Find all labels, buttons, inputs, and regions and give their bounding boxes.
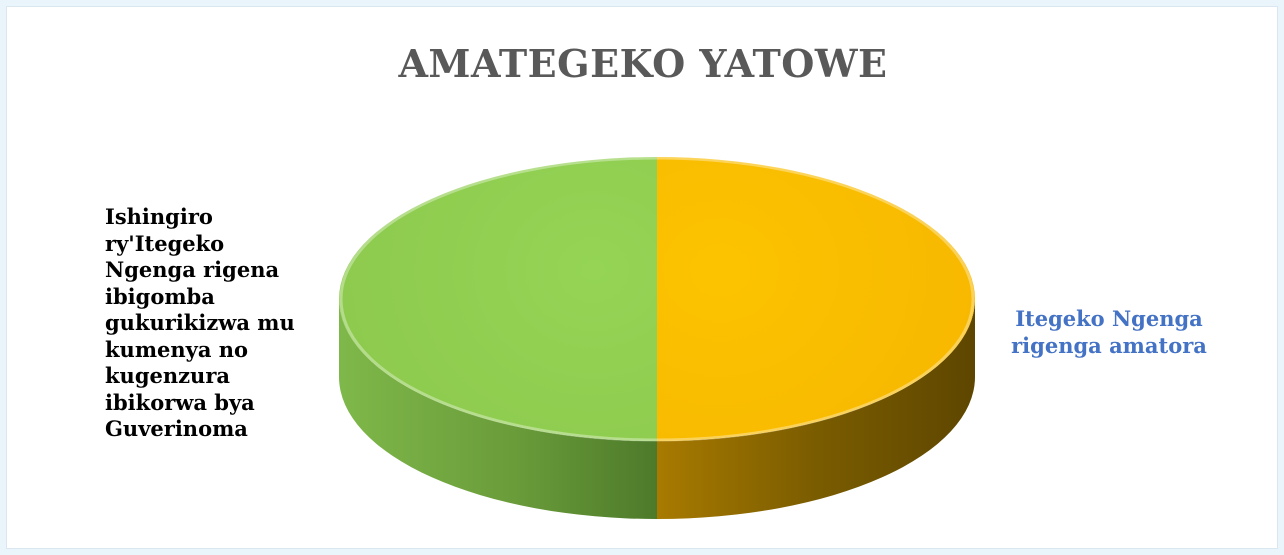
chart-area: AMATEGEKO YATOWE Ishingiro ry bbox=[6, 6, 1278, 549]
pie-slice-1 bbox=[339, 157, 657, 441]
chart-title: AMATEGEKO YATOWE bbox=[398, 41, 888, 86]
slice-label-ishingiro: Ishingiro ry'Itegeko Ngenga rigena ibigo… bbox=[105, 204, 295, 441]
pie-rim-highlight bbox=[339, 156, 975, 442]
slice-label-itegeko-ngenga: Itegeko Ngenga rigenga amatora bbox=[1011, 306, 1207, 358]
pie-chart bbox=[339, 156, 975, 519]
pie-slice-0 bbox=[657, 157, 975, 441]
pie-side-0 bbox=[657, 299, 975, 519]
pie-side-1 bbox=[339, 299, 657, 519]
